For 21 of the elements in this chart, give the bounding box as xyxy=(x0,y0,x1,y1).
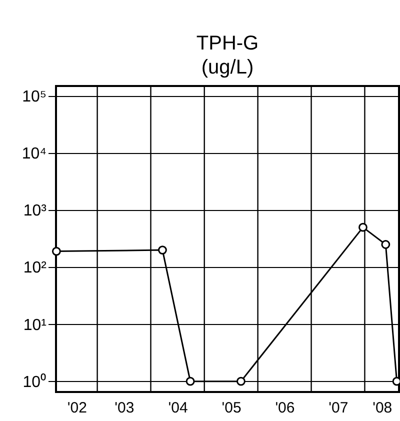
x-tick-label: '03 xyxy=(114,400,134,416)
point xyxy=(381,240,390,249)
chart-title: TPH-G (ug/L) xyxy=(196,32,259,78)
x-tick-label: '06 xyxy=(275,400,295,416)
x-tick-label: '04 xyxy=(168,400,188,416)
x-tick-label: '05 xyxy=(222,400,242,416)
point xyxy=(52,246,61,256)
y-tick-label: 10² xyxy=(23,260,48,277)
y-tick-label: 10⁵ xyxy=(22,88,46,106)
y-tick-label: 10⁰ xyxy=(22,372,46,391)
y-tick-label: 10⁴ xyxy=(22,146,47,163)
x-tick-label: '07 xyxy=(328,400,348,416)
point xyxy=(358,222,368,232)
y-tick-label: 10¹ xyxy=(23,316,46,334)
point xyxy=(392,376,400,386)
y-tick-label: 10³ xyxy=(23,202,48,220)
x-tick-label: '02 xyxy=(67,400,87,416)
point xyxy=(236,376,246,386)
point xyxy=(186,376,195,386)
x-tick-label: '08 xyxy=(372,400,392,416)
point xyxy=(158,246,167,254)
